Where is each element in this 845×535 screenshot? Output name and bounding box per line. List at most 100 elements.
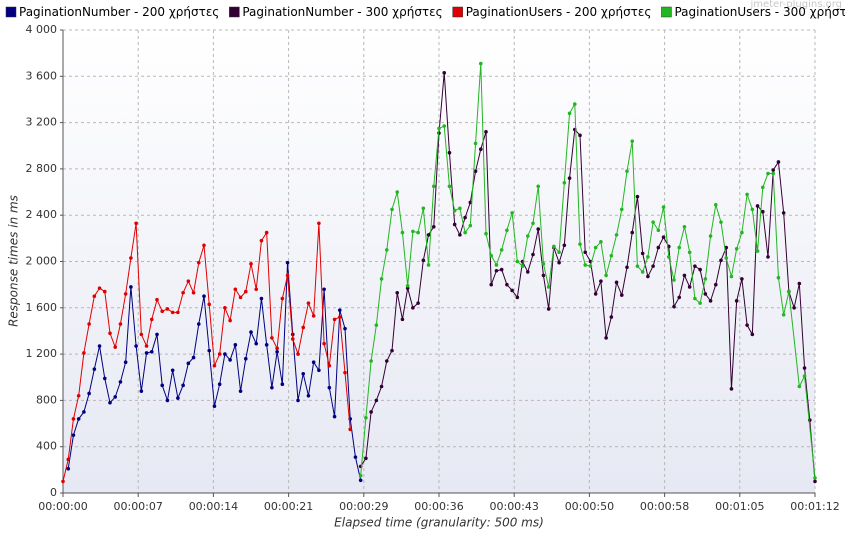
data-point [766, 255, 770, 259]
data-point [442, 71, 447, 75]
data-point [515, 295, 520, 300]
legend-swatch [229, 6, 240, 18]
data-point [395, 190, 400, 194]
data-point [249, 330, 253, 334]
data-point [384, 359, 389, 363]
legend-label: PaginationNumber - 200 χρήστες [19, 5, 219, 19]
legend-swatch [5, 6, 17, 18]
data-point [400, 317, 405, 322]
data-point [113, 345, 118, 349]
data-point [348, 427, 353, 432]
x-tick-label: 00:01:05 [715, 500, 764, 513]
data-point [97, 344, 102, 348]
data-point [165, 398, 170, 403]
data-point [212, 363, 217, 368]
y-tick-label: 2 000 [26, 255, 58, 268]
legend-swatch [452, 6, 463, 18]
data-point [651, 264, 655, 268]
data-point [196, 260, 201, 265]
data-point [531, 252, 535, 257]
data-point [635, 194, 640, 199]
data-point [525, 234, 530, 238]
data-point [546, 307, 551, 311]
data-point [416, 230, 420, 235]
series-line [62, 223, 351, 482]
data-point [207, 302, 212, 307]
data-point [71, 417, 76, 421]
data-point [411, 229, 415, 234]
data-point [264, 343, 269, 347]
data-point [228, 358, 232, 362]
data-point [656, 228, 661, 233]
data-point [719, 258, 723, 263]
y-tick-label: 800 [36, 393, 57, 406]
data-point [609, 253, 614, 258]
data-point [243, 289, 248, 294]
data-point [724, 256, 729, 260]
data-point [129, 285, 133, 289]
data-point [108, 331, 112, 336]
data-point [71, 433, 76, 437]
data-point [123, 292, 128, 296]
x-tick-label: 00:00:29 [339, 500, 388, 513]
data-point [212, 404, 217, 408]
data-point [217, 382, 222, 386]
data-point [567, 111, 572, 116]
data-point [734, 299, 739, 303]
data-point [405, 284, 410, 288]
data-point [280, 382, 285, 386]
data-point [745, 323, 749, 327]
y-tick-label: 400 [36, 440, 57, 453]
data-point [426, 233, 431, 237]
data-point [630, 230, 635, 235]
y-tick-label: 0 [50, 486, 57, 499]
data-point [97, 286, 102, 290]
data-point [708, 234, 713, 238]
data-point [766, 171, 770, 176]
data-point [181, 383, 185, 388]
data-point [630, 139, 635, 143]
data-point [593, 245, 598, 250]
data-point [682, 224, 687, 229]
data-point [541, 273, 546, 278]
data-point [458, 206, 462, 211]
y-tick-label: 3 600 [26, 69, 58, 82]
data-point [254, 341, 259, 346]
data-point [463, 230, 467, 235]
data-point [223, 306, 227, 310]
data-point [76, 393, 81, 398]
data-point [176, 396, 180, 400]
data-point [113, 395, 118, 399]
data-point [499, 248, 504, 252]
data-point [719, 220, 723, 224]
data-point [776, 160, 781, 164]
data-point [510, 211, 514, 215]
data-point [599, 279, 603, 283]
data-point [687, 285, 692, 289]
data-point [217, 352, 222, 356]
data-point [661, 235, 666, 239]
data-point [494, 263, 499, 267]
data-point [118, 322, 123, 326]
legend-label: PaginationUsers - 200 χρήστες [466, 5, 652, 19]
x-tick-label: 00:00:00 [38, 500, 87, 513]
data-point [713, 282, 718, 287]
data-point [599, 240, 603, 244]
data-point [285, 260, 290, 265]
data-point [750, 332, 755, 337]
data-point [238, 389, 243, 393]
data-point [249, 262, 253, 266]
data-point [243, 356, 248, 361]
x-tick-label: 00:00:43 [489, 500, 538, 513]
data-point [280, 296, 285, 301]
data-point [703, 277, 708, 281]
data-point [390, 207, 394, 212]
data-point [155, 332, 159, 337]
data-point [369, 410, 373, 414]
data-point [677, 245, 682, 250]
data-point [489, 282, 494, 287]
data-point [813, 479, 817, 484]
data-point [108, 400, 112, 405]
data-point [134, 344, 138, 348]
data-point [729, 274, 734, 279]
